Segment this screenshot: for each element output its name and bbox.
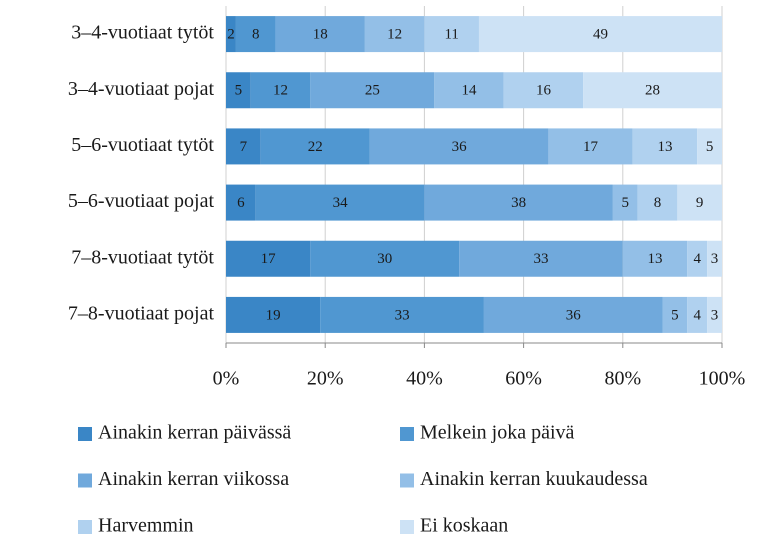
- data-label: 18: [313, 27, 328, 43]
- x-tick-label: 0%: [213, 368, 240, 390]
- bar-segment: [364, 16, 425, 53]
- bar-segment: [632, 128, 698, 165]
- data-label: 3: [711, 307, 719, 323]
- data-label: 36: [566, 307, 582, 323]
- data-label: 13: [648, 251, 663, 267]
- y-tick-label: 7–8-vuotiaat pojat: [68, 303, 215, 325]
- bar-segment: [260, 128, 370, 165]
- legend-swatch: [78, 520, 92, 534]
- data-label: 8: [252, 27, 260, 43]
- x-tick-label: 80%: [604, 368, 641, 390]
- bar-segment: [478, 16, 722, 53]
- data-label: 36: [452, 139, 468, 155]
- y-tick-label: 7–8-vuotiaat tytöt: [71, 246, 214, 268]
- y-tick-label: 3–4-vuotiaat tytöt: [71, 22, 214, 44]
- data-label: 7: [240, 139, 248, 155]
- data-label: 5: [622, 195, 630, 211]
- bar-segment: [707, 240, 722, 277]
- legend-label: Ainakin kerran kuukaudessa: [420, 468, 648, 490]
- bar-segment: [226, 72, 251, 109]
- legend-swatch: [400, 473, 414, 488]
- bar-segment: [583, 72, 722, 109]
- data-label: 34: [333, 195, 349, 211]
- x-tick-label: 100%: [699, 368, 746, 390]
- data-label: 30: [377, 251, 392, 267]
- data-label: 5: [706, 139, 714, 155]
- data-label: 11: [444, 27, 458, 43]
- data-label: 22: [308, 139, 323, 155]
- data-label: 25: [365, 83, 380, 99]
- bar-segment: [687, 240, 708, 277]
- x-tick-label: 40%: [406, 368, 443, 390]
- data-label: 4: [693, 307, 701, 323]
- bar-segment: [622, 240, 688, 277]
- data-label: 33: [395, 307, 410, 323]
- bar-segment: [255, 184, 425, 221]
- bar-segment: [707, 296, 722, 333]
- data-label: 33: [533, 251, 548, 267]
- bar-segment: [612, 184, 638, 221]
- bar-segment: [320, 296, 484, 333]
- data-label: 8: [654, 195, 662, 211]
- legend-swatch: [78, 427, 92, 441]
- bar-segment: [369, 128, 549, 165]
- bar-segment: [503, 72, 584, 109]
- bar-segment: [677, 184, 722, 221]
- data-label: 2: [227, 27, 235, 43]
- bar-segment: [226, 184, 256, 221]
- bar-segment: [310, 240, 460, 277]
- bar-segment: [637, 184, 678, 221]
- bar-segment: [434, 72, 504, 109]
- legend-swatch: [400, 520, 414, 534]
- data-label: 4: [693, 251, 701, 267]
- bar-segment: [226, 240, 311, 277]
- x-tick-label: 20%: [307, 368, 344, 390]
- bar-segment: [548, 128, 633, 165]
- bar-segment: [662, 296, 688, 333]
- legend-label: Ei koskaan: [420, 515, 508, 537]
- data-label: 38: [511, 195, 526, 211]
- data-label: 17: [261, 251, 277, 267]
- y-tick-label: 5–6-vuotiaat pojat: [68, 190, 215, 212]
- bar-segment: [226, 296, 321, 333]
- data-label: 12: [273, 83, 288, 99]
- y-tick-label: 3–4-vuotiaat pojat: [68, 78, 215, 100]
- x-tick-label: 60%: [505, 368, 542, 390]
- bar-segment: [235, 16, 276, 53]
- data-label: 16: [536, 83, 552, 99]
- bar-segment: [687, 296, 708, 333]
- data-label: 5: [235, 83, 243, 99]
- data-label: 5: [671, 307, 679, 323]
- bar-segment: [275, 16, 365, 53]
- bar-segment: [226, 128, 261, 165]
- legend-label: Harvemmin: [98, 515, 194, 537]
- bar-segment: [226, 16, 236, 53]
- bar-segment: [310, 72, 435, 109]
- bar-segment: [483, 296, 663, 333]
- data-label: 49: [593, 27, 608, 43]
- y-tick-label: 5–6-vuotiaat tytöt: [71, 134, 214, 156]
- bar-segment: [424, 184, 613, 221]
- data-label: 28: [645, 83, 660, 99]
- data-label: 17: [583, 139, 599, 155]
- legend-label: Melkein joka päivä: [420, 422, 575, 444]
- data-label: 12: [387, 27, 402, 43]
- bar-segment: [459, 240, 623, 277]
- bar-segment: [697, 128, 722, 165]
- legend-swatch: [400, 427, 414, 441]
- data-label: 14: [462, 83, 478, 99]
- bar-segment: [250, 72, 311, 109]
- legend-label: Ainakin kerran päivässä: [98, 422, 291, 444]
- legend-swatch: [78, 473, 92, 488]
- data-label: 3: [711, 251, 719, 267]
- data-label: 19: [266, 307, 281, 323]
- data-label: 9: [696, 195, 704, 211]
- data-label: 6: [237, 195, 245, 211]
- bar-segment: [424, 16, 479, 53]
- data-label: 13: [657, 139, 672, 155]
- legend-label: Ainakin kerran viikossa: [98, 468, 289, 490]
